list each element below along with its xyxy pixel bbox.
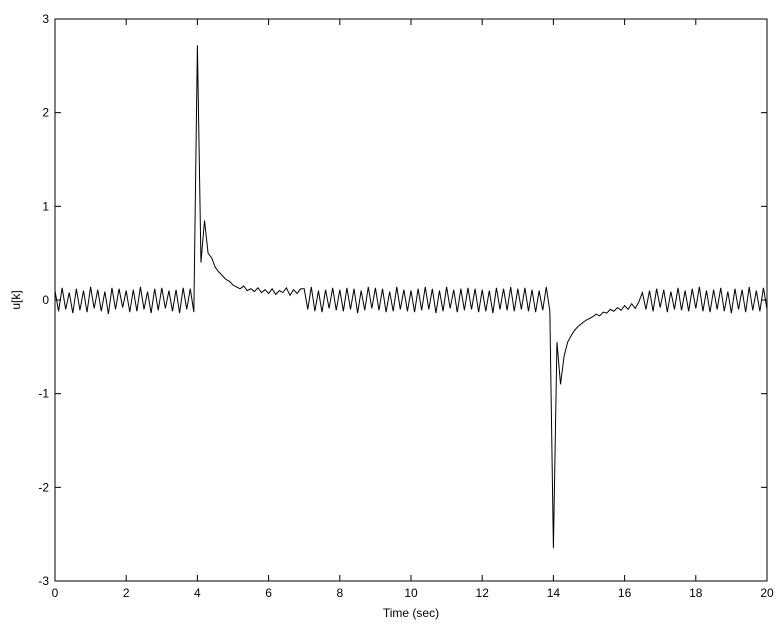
x-tick-label: 4 — [194, 586, 201, 600]
y-tick-label: 3 — [42, 12, 49, 26]
x-tick-label: 20 — [760, 586, 774, 600]
y-tick-label: 1 — [42, 199, 49, 213]
y-tick-label: 2 — [42, 106, 49, 120]
x-axis-label: Time (sec) — [383, 606, 439, 620]
y-tick-label: -2 — [38, 480, 49, 494]
x-tick-label: 2 — [123, 586, 130, 600]
x-tick-label: 16 — [618, 586, 632, 600]
x-tick-label: 12 — [476, 586, 490, 600]
x-tick-label: 8 — [336, 586, 343, 600]
y-tick-label: -1 — [38, 387, 49, 401]
x-tick-label: 10 — [404, 586, 418, 600]
x-tick-label: 0 — [52, 586, 59, 600]
x-tick-label: 14 — [547, 586, 561, 600]
plot-area — [54, 18, 768, 582]
y-tick-label: -3 — [38, 574, 49, 588]
data-line — [54, 45, 768, 549]
x-tick-label: 18 — [689, 586, 703, 600]
x-tick-label: 6 — [265, 586, 272, 600]
y-tick-label: 0 — [42, 293, 49, 307]
y-axis-label: u[k] — [9, 290, 23, 309]
